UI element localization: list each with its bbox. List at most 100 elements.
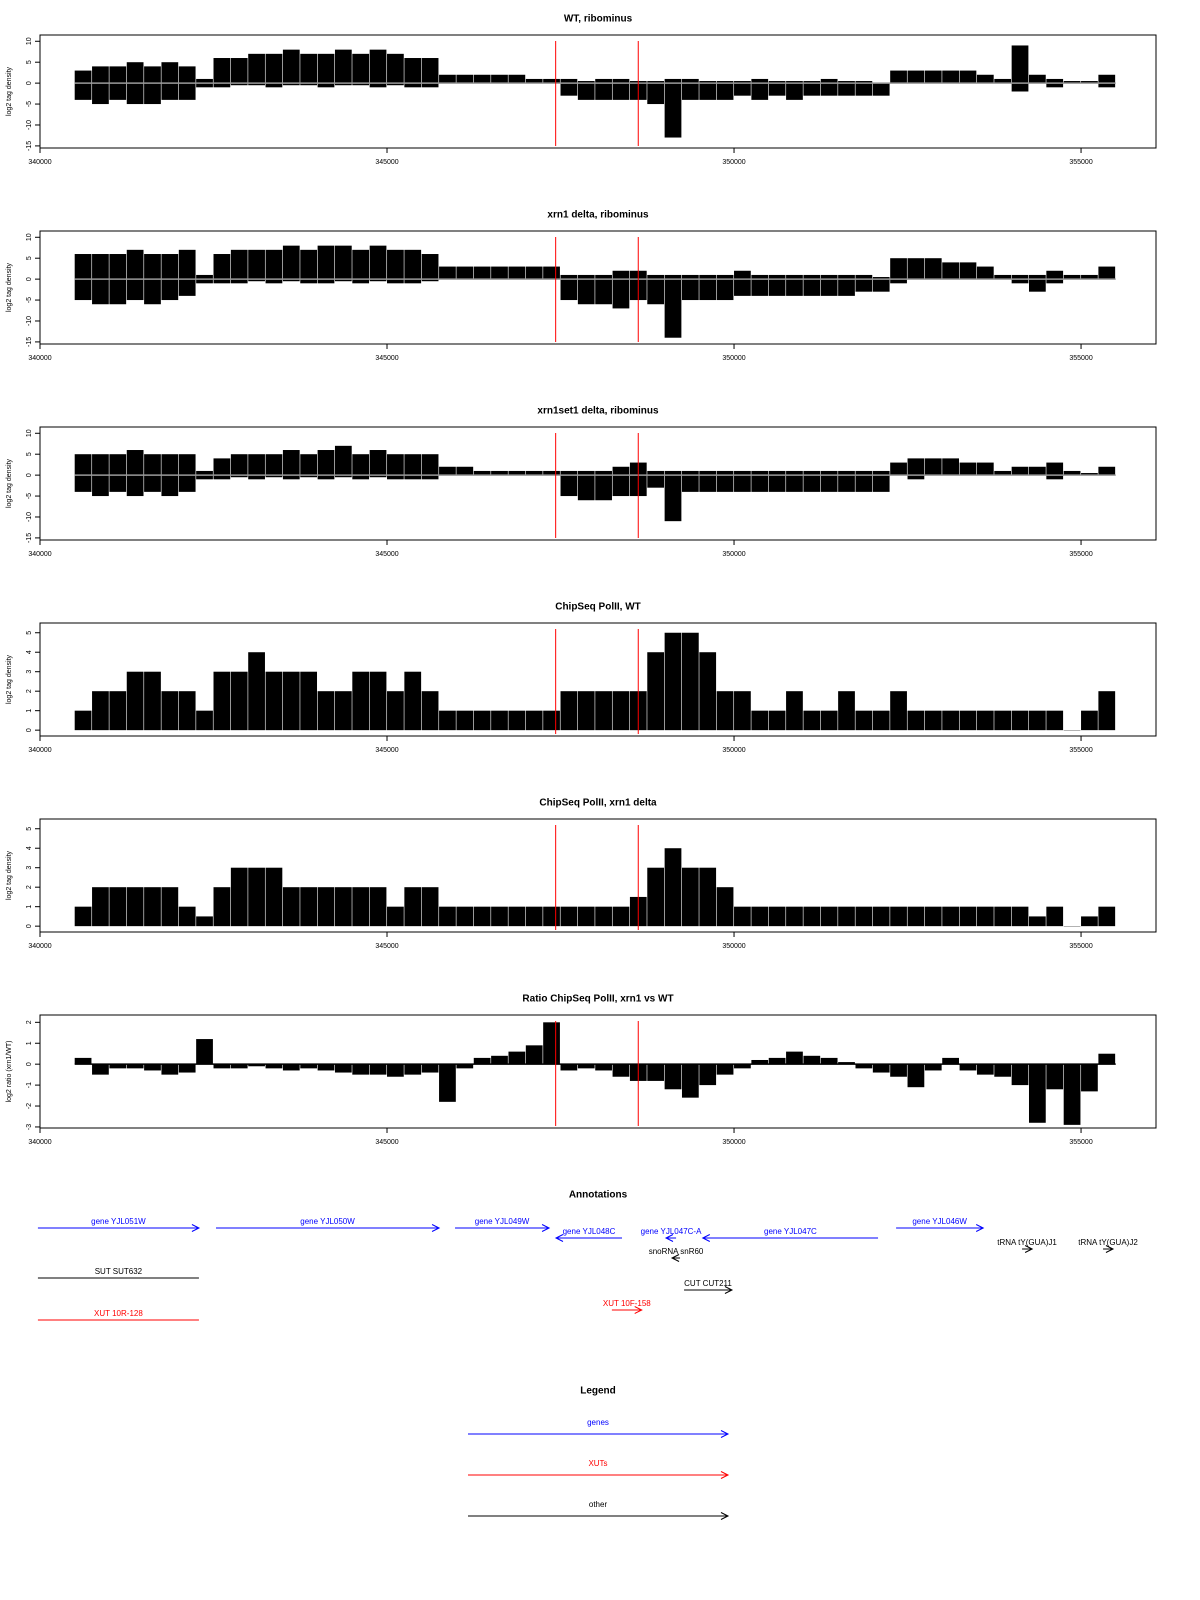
bar [352, 279, 370, 284]
bar [1046, 270, 1064, 280]
bar [543, 266, 560, 280]
y-axis-label: log2 tag density [6, 654, 13, 704]
bar [491, 906, 508, 927]
bar [994, 906, 1012, 927]
x-tick-label: 340000 [28, 747, 51, 754]
bar [838, 274, 855, 280]
bar [751, 710, 769, 731]
bar [751, 78, 769, 84]
bar [248, 867, 265, 927]
bar [595, 274, 612, 280]
bar [716, 1064, 734, 1075]
y-tick-label: 4 [26, 650, 33, 654]
bar [317, 279, 335, 284]
annotation-arrow-head [664, 1234, 674, 1242]
bar [334, 475, 352, 478]
bar [109, 475, 127, 492]
bar [1098, 74, 1116, 84]
bar [838, 279, 855, 296]
bar [681, 78, 699, 84]
annotation-arrow-head [1105, 1245, 1115, 1253]
bar [525, 1045, 543, 1065]
x-tick-label: 345000 [375, 747, 398, 754]
bar [196, 916, 213, 927]
bar [230, 58, 248, 84]
x-tick-label: 350000 [722, 747, 745, 754]
bar [890, 70, 907, 84]
x-tick-label: 345000 [375, 355, 398, 362]
bar [1046, 710, 1064, 731]
bar [369, 49, 387, 84]
bar [681, 1064, 699, 1098]
bar [647, 470, 665, 476]
bar [751, 906, 769, 927]
bar [786, 279, 803, 296]
y-tick-label: 1 [26, 1041, 33, 1045]
bar [317, 1064, 335, 1071]
bar [716, 691, 734, 731]
bar [543, 710, 560, 731]
annotation-arrow-head [431, 1224, 441, 1232]
bar [820, 83, 838, 96]
bar [734, 470, 751, 476]
bar [473, 710, 491, 731]
bar [352, 671, 370, 731]
bar [543, 906, 560, 927]
bar [907, 475, 925, 480]
bar [144, 454, 161, 476]
bar [716, 887, 734, 927]
bar [612, 906, 630, 927]
bar [612, 691, 630, 731]
bar [144, 671, 161, 731]
bar [421, 887, 439, 927]
chart-title: Ratio ChipSeq PolII, xrn1 vs WT [522, 994, 673, 1005]
bar [647, 81, 665, 84]
bar [890, 691, 907, 731]
bar [282, 279, 300, 282]
y-axis-label: log2 tag density [6, 66, 13, 116]
bar [161, 887, 179, 927]
bar [768, 906, 786, 927]
bar [230, 454, 248, 476]
chart-title: ChipSeq PolII, xrn1 delta [539, 798, 657, 809]
y-tick-label: 0 [26, 924, 33, 928]
bar [161, 279, 179, 301]
bar [734, 691, 751, 731]
bar [508, 1051, 526, 1065]
y-tick-label: -2 [26, 1103, 33, 1109]
bar [768, 83, 786, 96]
bar [786, 274, 803, 280]
bar [994, 1064, 1012, 1077]
chart-title: xrn1set1 delta, ribominus [537, 406, 659, 417]
annotation-label: CUT CUT211 [684, 1279, 732, 1288]
bar [1028, 1064, 1046, 1123]
bar [404, 58, 422, 84]
annotation-label: snoRNA snR60 [649, 1247, 704, 1256]
bar [734, 1064, 751, 1069]
bar [577, 1064, 595, 1069]
bar [907, 458, 925, 476]
bar [1011, 466, 1029, 476]
bar [1046, 83, 1064, 88]
annotation-label: gene YJL046W [912, 1217, 967, 1226]
bar [92, 1064, 109, 1075]
y-tick-label: 0 [26, 277, 33, 281]
bar [109, 1064, 127, 1069]
bar [265, 867, 283, 927]
bar [196, 470, 213, 476]
bar [213, 887, 231, 927]
bar [595, 691, 612, 731]
bar [803, 274, 821, 280]
y-tick-label: 5 [26, 631, 33, 635]
bar [820, 279, 838, 296]
bar [491, 266, 508, 280]
x-tick-label: 355000 [1069, 1139, 1092, 1146]
bar [768, 470, 786, 476]
bar [786, 691, 803, 731]
bar [924, 458, 942, 476]
bar [786, 475, 803, 492]
bar [612, 83, 630, 100]
bar [994, 274, 1012, 280]
bar [109, 254, 127, 280]
